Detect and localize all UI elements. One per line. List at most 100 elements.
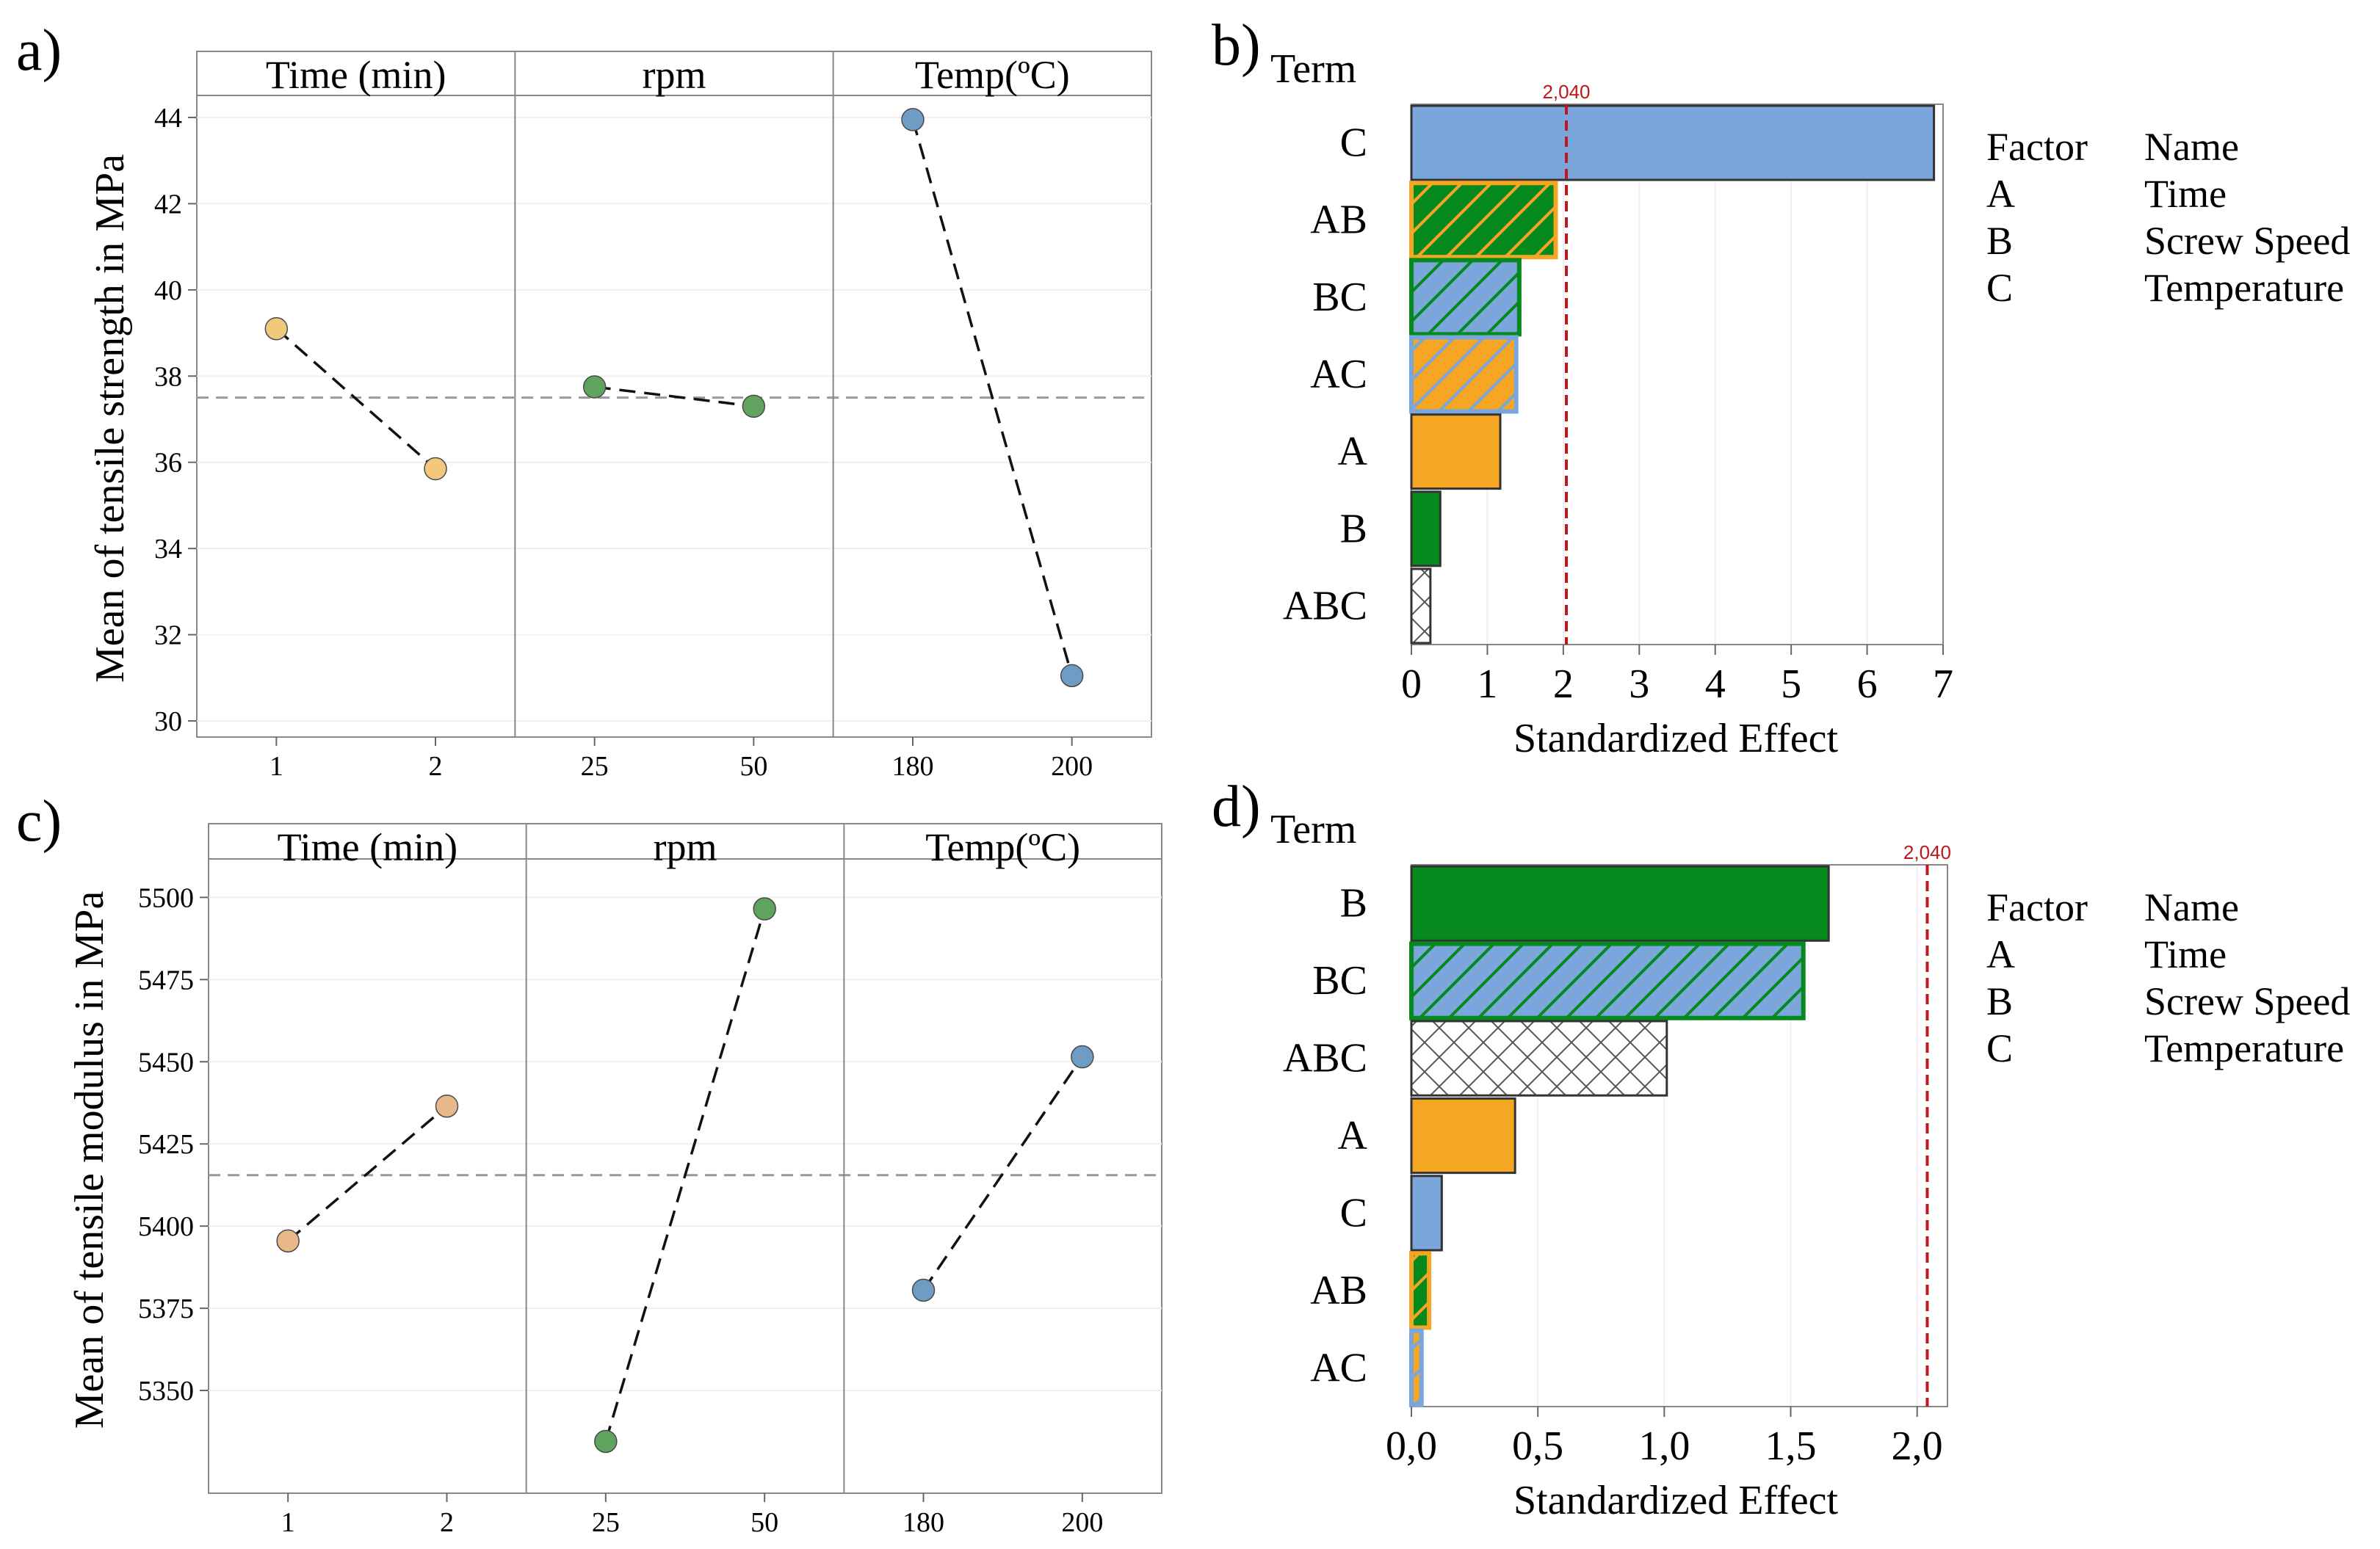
term-label: AB: [1310, 1268, 1367, 1313]
facet-title: Temp(ºC): [925, 825, 1080, 869]
x-tick-label: 7: [1933, 661, 1953, 707]
bar-abc: [1410, 1020, 1668, 1097]
x-axis-label-b: Standardized Effect: [1513, 716, 1839, 761]
effect-line: [287, 1105, 448, 1242]
bar-bc: [1409, 941, 1806, 1020]
y-tick-label: 38: [154, 361, 182, 392]
facet-title: Time (min): [278, 825, 458, 869]
x-tick-label: 1: [281, 1507, 295, 1538]
term-label: B: [1340, 881, 1367, 926]
effect-line: [604, 908, 766, 1442]
y-tick-label: 42: [154, 189, 182, 220]
x-tick-label: 1,0: [1638, 1423, 1690, 1469]
term-label: ABC: [1283, 583, 1367, 628]
factor-legend-b: Factor Name A Time B Screw Speed C Tempe…: [1986, 125, 2350, 310]
term-label: C: [1340, 120, 1367, 166]
data-point: [424, 457, 447, 481]
legend-name-a: Time: [2144, 172, 2227, 216]
x-tick-label: 3: [1629, 661, 1649, 707]
critical-value-label: 2,040: [1903, 841, 1951, 863]
x-tick-label: 4: [1705, 661, 1726, 707]
legend-name-c: Temperature: [2144, 1026, 2344, 1070]
data-point: [435, 1094, 459, 1118]
bar-bc: [1409, 258, 1522, 337]
data-point: [901, 108, 925, 131]
bar-ac: [1409, 335, 1519, 414]
bar-b: [1410, 490, 1442, 567]
legend-name-b: Screw Speed: [2144, 219, 2350, 263]
term-label: AC: [1310, 1345, 1367, 1390]
y-tick-label: 34: [154, 534, 182, 565]
term-label: A: [1338, 1113, 1368, 1158]
facet-title: rpm: [654, 825, 717, 869]
facet-title: Temp(ºC): [915, 53, 1070, 97]
x-tick-label: 180: [892, 751, 934, 782]
panel-label-c: c): [16, 789, 62, 854]
x-tick-label: 0,0: [1386, 1423, 1437, 1469]
y-tick-label: 5425: [138, 1129, 194, 1160]
term-label: BC: [1312, 275, 1367, 320]
y-tick-label: 5500: [138, 882, 194, 913]
legend-name-c: Temperature: [2144, 266, 2344, 310]
bar-c: [1410, 104, 1936, 181]
panel-c: c) Mean of tensile modulus in MPa 5350 53…: [16, 789, 1162, 1538]
effect-line: [275, 327, 437, 470]
legend-name-a: Time: [2144, 932, 2227, 976]
y-axis-label-c: Mean of tensile modulus in MPa: [67, 891, 112, 1429]
pareto-chart-d: B BC ABC AC AB AC 0,0 0,5 1,0 1,5 2,0 2,040: [1283, 841, 1951, 1469]
y-tick-label: 32: [154, 620, 182, 651]
y-tick-label: 30: [154, 706, 182, 737]
bar-b: [1410, 865, 1830, 942]
data-point: [1060, 664, 1084, 688]
y-tick-label: 5375: [138, 1294, 194, 1324]
effect-line: [594, 385, 754, 408]
x-tick-label: 2: [440, 1507, 454, 1538]
x-tick-label: 0: [1401, 661, 1422, 707]
bar-abc: [1410, 567, 1432, 645]
x-tick-label: 25: [581, 751, 609, 782]
panel-d: d) Term Standardized Effect BBCABCACABAC…: [1212, 774, 2350, 1523]
x-tick-label: 5: [1781, 661, 1801, 707]
legend-factor-b: B: [1986, 979, 2013, 1023]
x-tick-label: 180: [903, 1507, 944, 1538]
main-effects-plot-c: 5350 5375 5400 5425 5450 5475 5500 Time (min) 1 2…: [138, 823, 1162, 1538]
legend-factor-a: A: [1986, 932, 2015, 976]
x-tick-label: 200: [1061, 1507, 1103, 1538]
legend-header-name: Name: [2144, 125, 2239, 169]
bar-ab: [1409, 1251, 1432, 1330]
panel-b: b) Term Standardized Effect CABBCACABABC…: [1212, 13, 2350, 761]
legend-name-b: Screw Speed: [2144, 979, 2350, 1023]
x-tick-label: 200: [1051, 751, 1093, 782]
bar-ab: [1409, 181, 1558, 260]
bar-a: [1410, 413, 1502, 490]
data-point: [276, 1229, 300, 1253]
data-point: [1071, 1045, 1094, 1069]
x-tick-label: 25: [592, 1507, 620, 1538]
term-label: C: [1340, 1190, 1367, 1236]
y-tick-label: 40: [154, 275, 182, 306]
term-axis-label-d: Term: [1270, 807, 1356, 852]
data-point: [911, 1278, 936, 1302]
x-tick-label: 2: [429, 751, 443, 782]
bar-c: [1410, 1175, 1443, 1252]
x-tick-label: 50: [750, 1507, 778, 1538]
legend-header-factor: Factor: [1986, 885, 2088, 929]
main-effects-plot-a: 30 32 34 36 38 40 42 44 Time (min) 1 2 rpm 25 50 Temp(…: [154, 51, 1152, 782]
data-point: [742, 394, 766, 418]
effect-line: [911, 119, 1074, 676]
x-tick-label: 1: [270, 751, 283, 782]
x-tick-label: 6: [1857, 661, 1878, 707]
bar-a: [1410, 1097, 1516, 1175]
plot-frame: [208, 823, 1162, 1494]
y-tick-label: 36: [154, 448, 182, 479]
term-label: ABC: [1283, 1036, 1367, 1081]
y-tick-label: 5400: [138, 1211, 194, 1242]
factor-legend-d: Factor Name A Time B Screw Speed C Tempe…: [1986, 885, 2350, 1070]
legend-header-factor: Factor: [1986, 125, 2088, 169]
data-point: [753, 897, 776, 921]
y-tick-label: 5475: [138, 965, 194, 995]
effect-line: [922, 1056, 1084, 1291]
x-tick-label: 0,5: [1512, 1423, 1563, 1469]
y-tick-label: 5350: [138, 1376, 194, 1407]
